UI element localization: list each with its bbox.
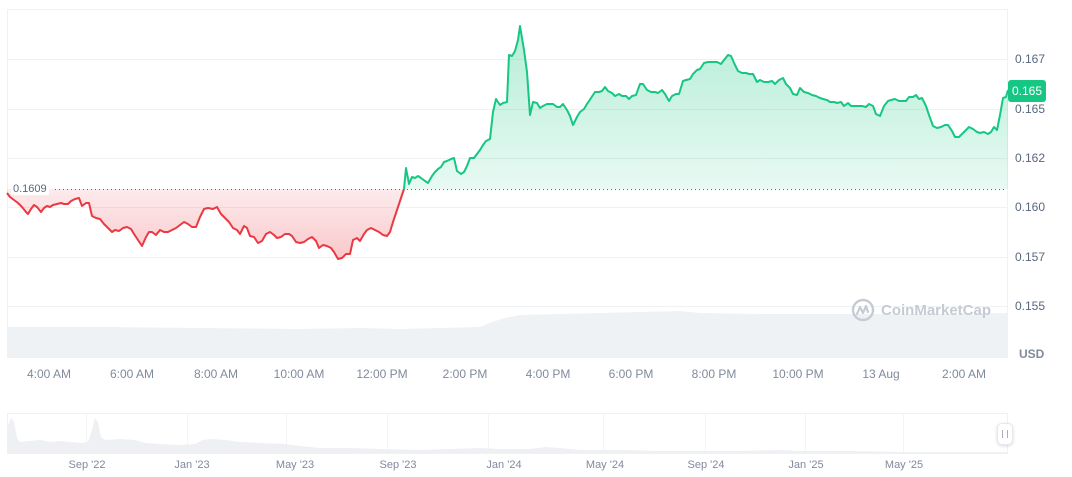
coinmarketcap-logo-icon [851, 298, 875, 322]
down-area [7, 189, 404, 259]
navigator-tick-label: Jan '25 [788, 459, 824, 471]
navigator-tick-label: May '23 [275, 459, 315, 471]
x-tick-label: 4:00 PM [525, 367, 571, 381]
currency-label: USD [1019, 347, 1045, 361]
x-tick-label: 2:00 AM [941, 367, 987, 381]
x-tick-label: 10:00 AM [273, 367, 325, 381]
up-price-line [403, 25, 1009, 190]
baseline-label: 0.1609 [11, 183, 49, 195]
navigator-tick-label: May '24 [585, 459, 625, 471]
navigator-tick-label: May '25 [884, 459, 924, 471]
y-tick-label: 0.155 [1015, 299, 1046, 313]
volume-bars [7, 311, 1007, 358]
x-tick-label: 4:00 AM [26, 367, 72, 381]
watermark-text: CoinMarketCap [881, 301, 992, 319]
y-tick-label: 0.157 [1015, 250, 1046, 264]
y-tick-label: 0.167 [1015, 52, 1046, 66]
x-tick-label: 8:00 AM [193, 367, 239, 381]
navigator-tick-label: Sep '23 [379, 459, 417, 471]
y-tick-label: 0.160 [1015, 200, 1046, 214]
navigator-area [7, 418, 1007, 453]
navigator[interactable] [7, 413, 1008, 454]
x-tick-label: 12:00 PM [356, 367, 408, 381]
y-tick-label: 0.162 [1015, 151, 1046, 165]
x-tick-label: 13 Aug [862, 367, 900, 381]
x-tick-label: 8:00 PM [691, 367, 737, 381]
navigator-tick-label: Jan '23 [174, 459, 210, 471]
y-tick-label: 0.165 [1015, 102, 1046, 116]
watermark: CoinMarketCap [851, 298, 991, 322]
x-tick-label: 6:00 PM [608, 367, 654, 381]
navigator-tick-label: Jan '24 [486, 459, 522, 471]
down-price-line [6, 188, 405, 260]
up-area [404, 26, 1008, 189]
navigator-tick-label: Sep '22 [68, 459, 106, 471]
x-tick-label: 10:00 PM [772, 367, 824, 381]
navigator-tick-label: Sep '24 [687, 459, 725, 471]
grip-icon [1002, 430, 1008, 438]
navigator-drag-handle[interactable] [997, 423, 1013, 445]
current-price-badge: 0.165 [1008, 80, 1046, 102]
x-tick-label: 2:00 PM [442, 367, 488, 381]
x-tick-label: 6:00 AM [109, 367, 155, 381]
